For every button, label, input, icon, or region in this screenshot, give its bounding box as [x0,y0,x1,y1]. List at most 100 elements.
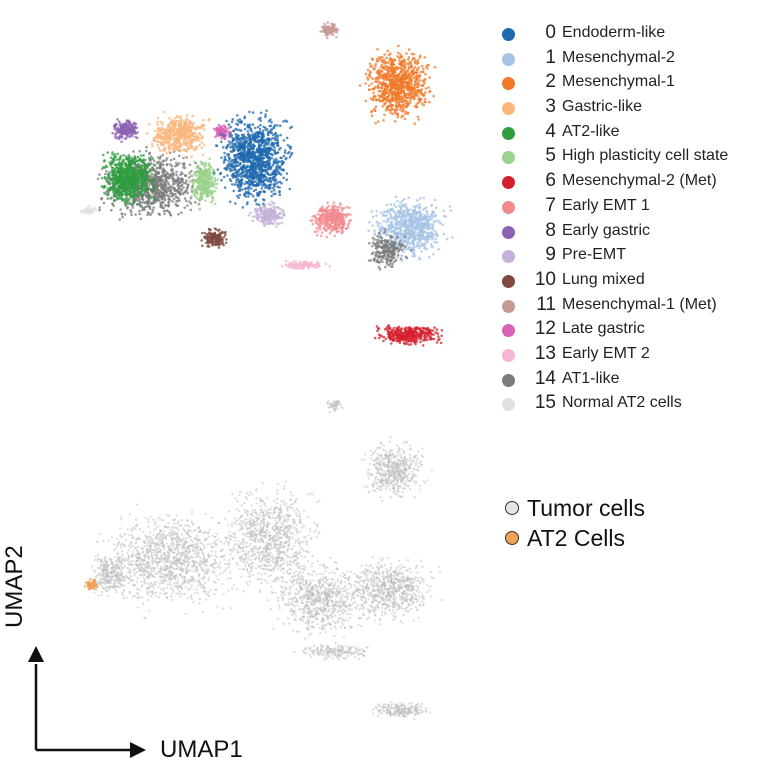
legend-item-cluster-10: 10 Lung mixed [496,269,782,294]
legend-cluster-label: Normal AT2 cells [562,394,682,412]
legend-item-cluster-1: 1 Mesenchymal-2 [496,47,782,72]
tumor-cells-points [326,400,344,414]
legend-cluster-label: AT2-like [562,122,620,140]
legend-item-cluster-5: 5 High plasticity cell state [496,145,782,170]
legend-cluster-label: Early gastric [562,221,651,239]
legend-cluster-number: 3 [545,96,556,118]
cluster-legend: 0 Endoderm-like 1 Mesenchymal-2 2 Mesenchymal… [496,22,782,417]
legend-swatch [502,250,515,264]
legend-cluster-number: 10 [534,268,556,290]
legend-cluster-number: 13 [534,342,556,364]
legend-item-cluster-6: 6 Mesenchymal-2 (Met) [496,170,782,195]
cluster-6-points [373,324,444,347]
tumor-cells-points [361,436,433,502]
legend-swatch [502,225,515,239]
legend-swatch [502,398,515,412]
legend-swatch [502,151,515,165]
cluster-0-points [212,109,294,211]
legend-cluster-label: Mesenchymal-1 (Met) [562,295,717,313]
legend-cluster-number: 2 [545,71,556,93]
legend-swatch [505,531,519,545]
umap-celltype-plot [83,400,443,720]
cluster-9-points [247,200,286,228]
tumor-cells-points [371,701,431,720]
legend-cluster-number: 6 [545,170,556,192]
cluster-4-points [100,151,157,207]
legend-cluster-label: AT1-like [562,369,620,387]
cluster-3-points [146,110,211,159]
legend-swatch [502,126,515,140]
legend-cluster-number: 4 [545,120,556,142]
legend-item-cluster-9: 9 Pre-EMT [496,244,782,269]
cluster-5-points [188,157,220,211]
cluster-11-points [319,21,340,40]
cluster-2-points [358,44,437,125]
legend-cluster-label: Mesenchymal-1 [562,73,675,91]
legend-swatch [502,299,515,313]
legend-swatch [502,102,515,116]
legend-cluster-label: Lung mixed [562,270,645,288]
umap2-arrowhead [28,646,44,662]
legend-celltype-label: Tumor cells [527,495,645,521]
legend-cluster-label: High plasticity cell state [562,147,729,165]
cluster-15-points [79,204,98,216]
tumor-cells-points [338,556,443,628]
cluster-14-points [367,228,413,271]
legend-cluster-label: Early EMT 2 [562,344,650,362]
cluster-8-points [111,118,139,144]
legend-item-cluster-2: 2 Mesenchymal-1 [496,71,782,96]
legend-celltype-label: AT2 Cells [527,525,625,551]
legend-cluster-label: Pre-EMT [562,246,626,264]
legend-cluster-number: 0 [545,22,556,43]
legend-item-cluster-0: 0 Endoderm-like [496,22,782,47]
tumor-cells-points [293,642,369,661]
legend-item-cluster-12: 12 Late gastric [496,318,782,343]
legend-cluster-label: Gastric-like [562,98,643,116]
cluster-7-points [309,201,353,239]
legend-swatch [502,28,515,41]
legend-cluster-number: 14 [534,367,556,389]
legend-item-cluster-13: 13 Early EMT 2 [496,343,782,368]
legend-item-cluster-14: 14 AT1-like [496,368,782,393]
umap1-arrowhead [130,742,146,758]
tumor-cells-points [91,553,134,597]
legend-swatch [502,324,515,338]
legend-cluster-number: 8 [545,219,556,241]
legend-item-cluster-7: 7 Early EMT 1 [496,195,782,220]
legend-cluster-number: 15 [534,392,556,414]
legend-cluster-number: 12 [534,318,556,340]
tumor-cells-points [214,480,321,599]
legend-cluster-number: 11 [536,293,556,315]
legend-cluster-number: 5 [545,145,556,167]
legend-swatch [502,200,515,214]
legend-cluster-label: Mesenchymal-2 (Met) [562,172,717,190]
legend-cluster-label: Mesenchymal-2 [562,48,675,66]
umap1-axis-label: UMAP1 [160,736,243,763]
legend-swatch [502,373,515,387]
umap-axis-arrows [28,646,146,758]
legend-swatch [505,501,519,515]
legend-swatch [502,274,515,288]
cluster-13-points [280,259,332,271]
cluster-1-points [367,195,454,264]
legend-item-cluster-8: 8 Early gastric [496,220,782,245]
tumor-cells-points [266,556,367,640]
at2-cells-points [83,578,99,591]
legend-item-cluster-3: 3 Gastric-like [496,96,782,121]
legend-cluster-label: Late gastric [562,320,645,338]
cluster-12-points [212,123,232,141]
legend-swatch [502,348,515,362]
legend-swatch [502,77,515,91]
legend-cluster-label: Early EMT 1 [562,196,650,214]
legend-item-cluster-15: 15 Normal AT2 cells [496,392,782,417]
umap2-axis-label: UMAP2 [1,545,28,628]
legend-swatch [502,176,515,190]
legend-cluster-number: 9 [545,244,556,266]
legend-cluster-number: 1 [545,46,556,68]
legend-cluster-label: Endoderm-like [562,24,666,41]
tumor-cells-points [94,503,247,620]
legend-item-cluster-11: 11 Mesenchymal-1 (Met) [496,294,782,319]
cluster-10-points [200,227,228,249]
legend-cluster-number: 7 [545,194,556,216]
